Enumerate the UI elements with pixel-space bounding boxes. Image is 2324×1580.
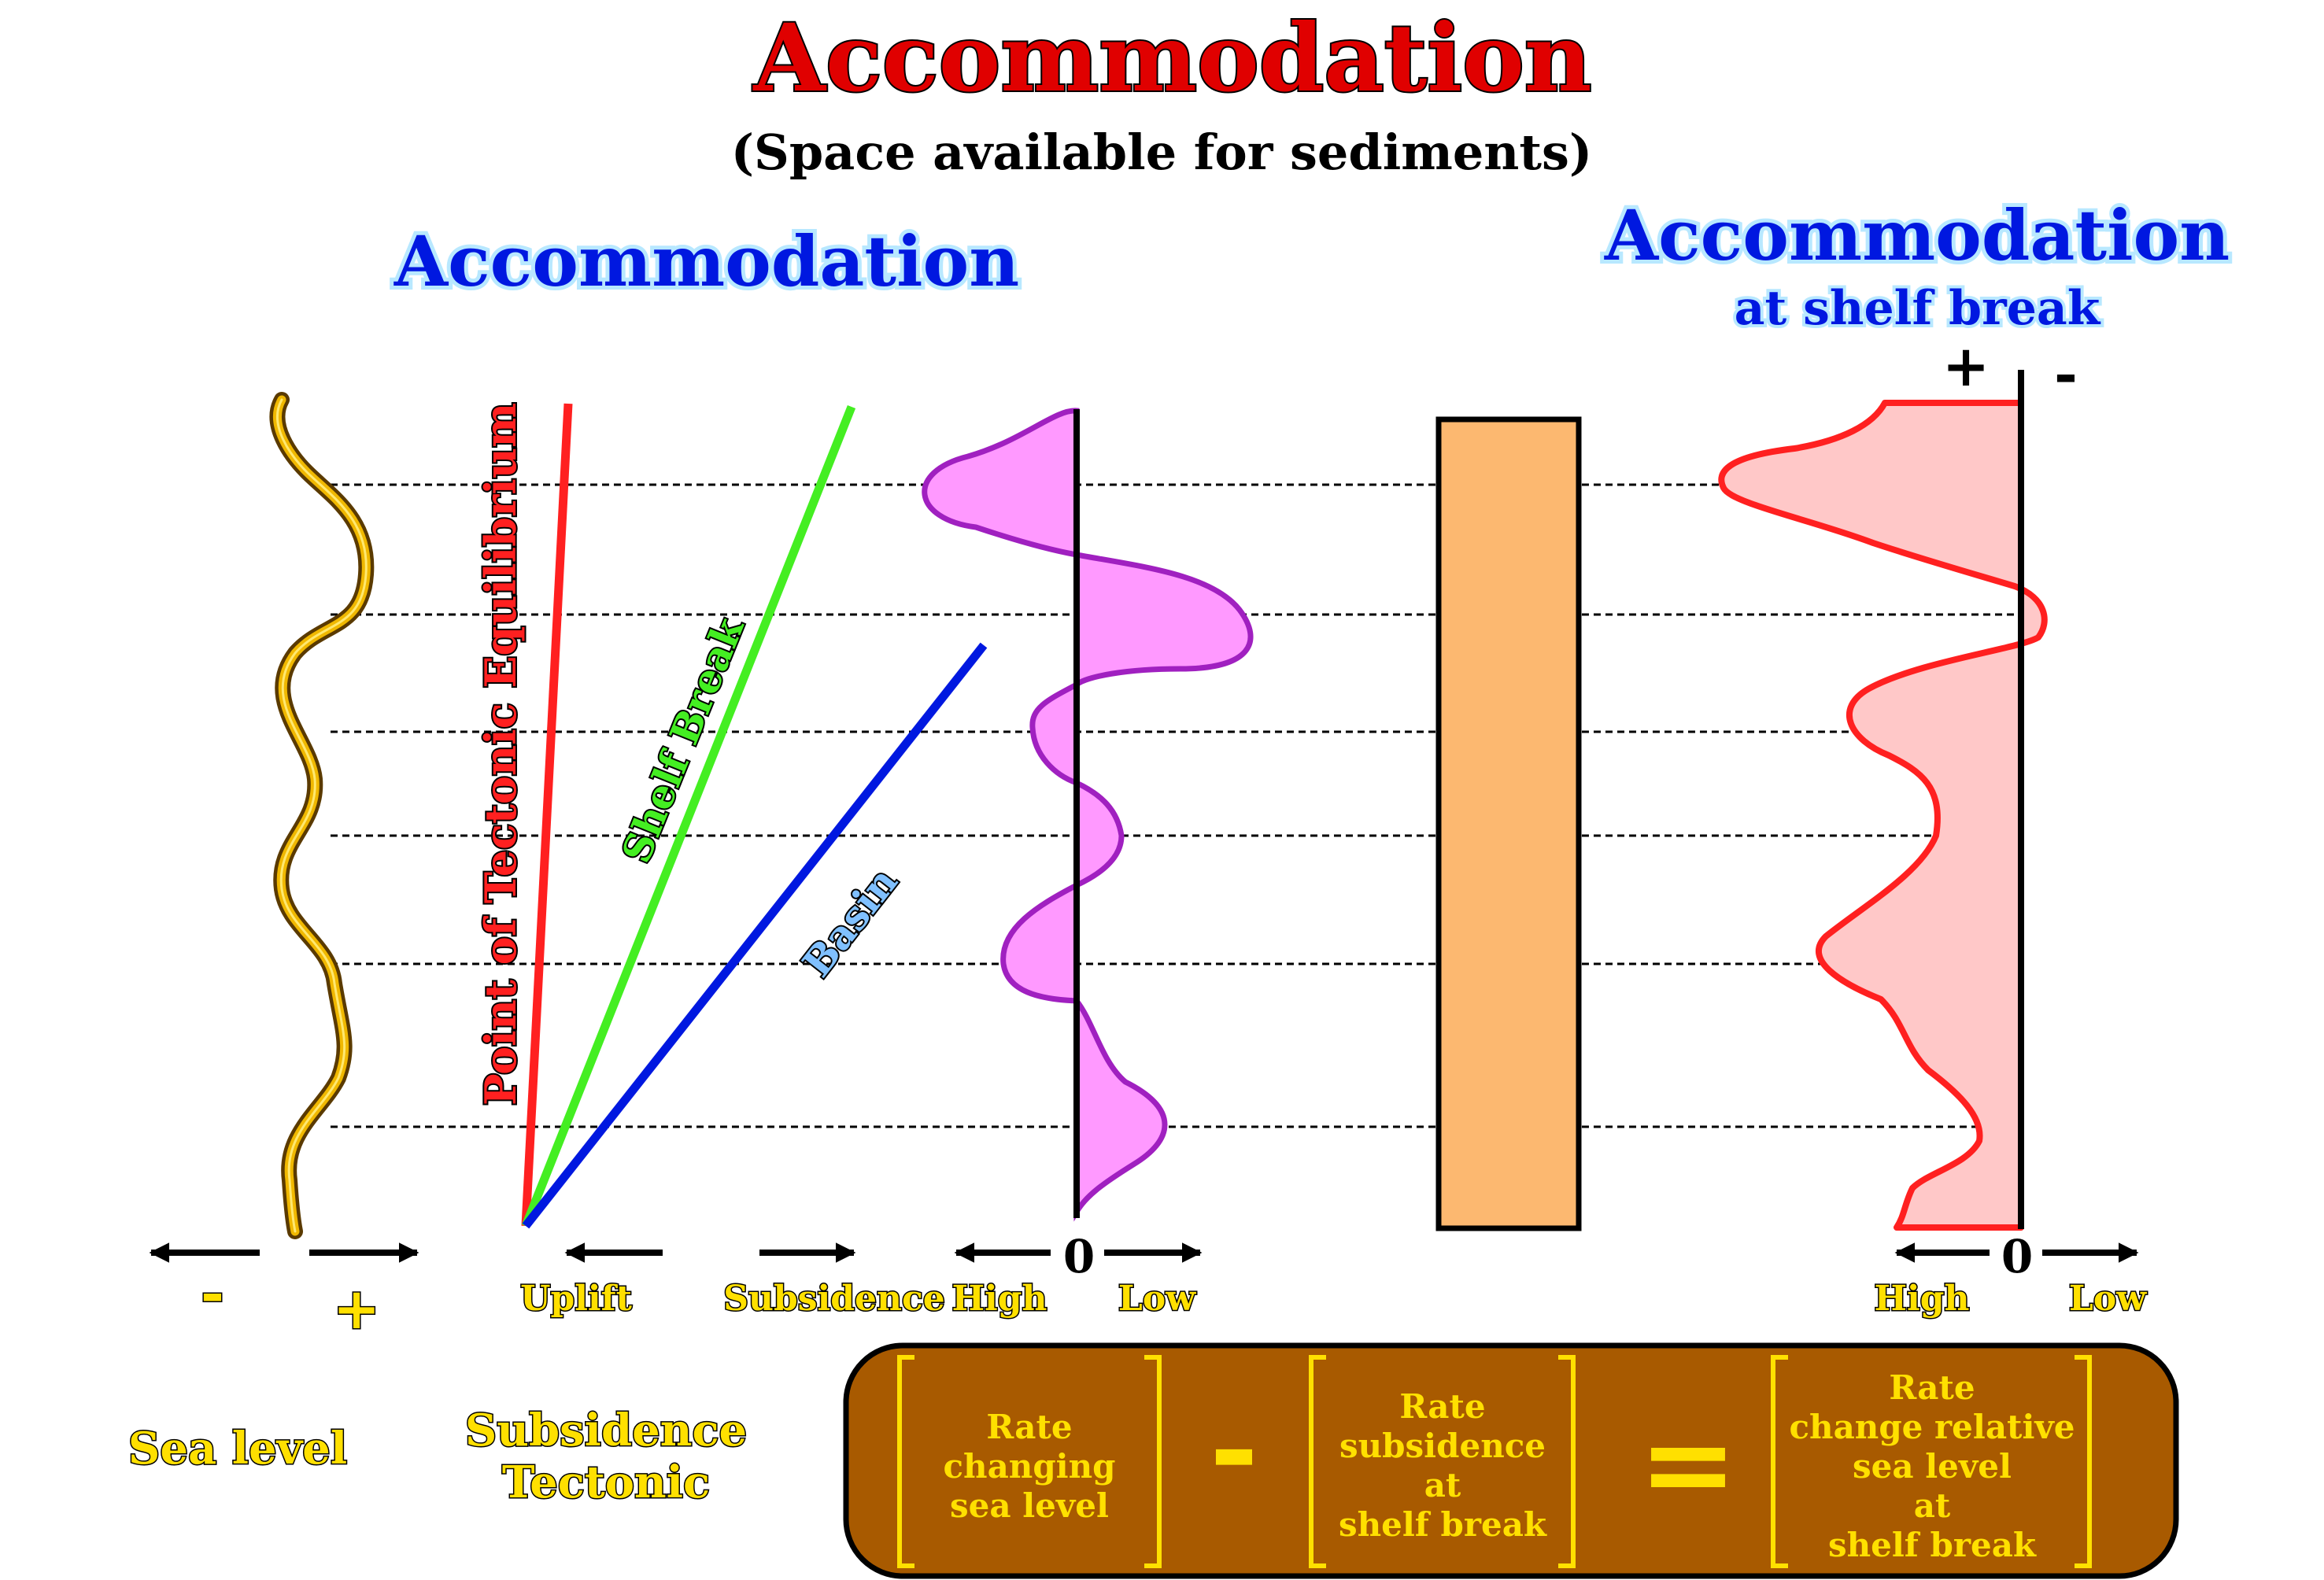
term2-line2: subsidence <box>1339 1427 1546 1465</box>
uplift-label: Uplift <box>520 1279 632 1319</box>
high-label: High <box>951 1279 1047 1319</box>
term2-line3: at <box>1424 1466 1461 1504</box>
tectonic-equilibrium-line <box>521 403 573 1227</box>
accommodation-curve <box>922 408 1254 1222</box>
low-right-label: Low <box>2069 1279 2147 1319</box>
plus-top-label: + <box>1942 332 1990 399</box>
term3-line5: shelf break <box>1828 1526 2037 1564</box>
main-title: Accommodation <box>752 3 1591 113</box>
term1-left-bracket <box>897 1355 914 1568</box>
term3-line4: at <box>1914 1486 1951 1525</box>
zero-right-label: 0 <box>2001 1230 2033 1283</box>
minus-operator: - <box>1210 1379 1258 1517</box>
term3-line1: Rate <box>1889 1368 1975 1407</box>
term1-line3: sea level <box>950 1486 1109 1525</box>
term2-line1: Rate <box>1399 1387 1485 1426</box>
shelf-break-accommodation-curve <box>1718 370 2048 1231</box>
tectonic-equilibrium-label: Point of Tectonic Equilibrium <box>475 403 526 1106</box>
equals-operator: = <box>1639 1394 1738 1533</box>
term3-line3: sea level <box>1853 1447 2012 1486</box>
term3-left-bracket <box>1771 1355 1788 1568</box>
zero-label: 0 <box>1063 1230 1095 1283</box>
right-heading: Accommodation <box>1604 194 2230 276</box>
term3-line2: change relative <box>1789 1408 2075 1446</box>
term2-left-bracket <box>1309 1355 1326 1568</box>
shelf-break-line <box>521 404 856 1228</box>
left-heading: Accommodation <box>393 220 1019 302</box>
subsidence-label-line1: Subsidence <box>465 1405 747 1456</box>
subsidence-axis-label: Subsidence <box>723 1279 945 1319</box>
right-subheading: at shelf break <box>1735 281 2101 336</box>
term2-line4: shelf break <box>1339 1505 1547 1544</box>
subsidence-label-line2: Tectonic <box>502 1456 710 1508</box>
sediment-column <box>1435 416 1582 1231</box>
minus-top-label: - <box>2054 340 2078 407</box>
sea-level-plus-label: + <box>333 1275 380 1342</box>
equation-box: Rate changing sea level Rate subsidence … <box>843 1342 2179 1579</box>
sea-level-curve <box>269 392 375 1239</box>
term2-right-bracket <box>1558 1355 1576 1568</box>
sea-level-label: Sea level <box>128 1423 347 1475</box>
sea-level-minus-label: - <box>201 1259 224 1326</box>
basin-label: Basin <box>793 858 907 985</box>
term3-right-bracket <box>2075 1355 2092 1568</box>
term1-line2: changing <box>943 1447 1115 1486</box>
subtitle: (Space available for sediments) <box>731 124 1593 181</box>
term1-line1: Rate <box>986 1408 1072 1446</box>
basin-line <box>522 642 988 1229</box>
high-right-label: High <box>1874 1279 1969 1319</box>
low-label: Low <box>1118 1279 1196 1319</box>
term1-right-bracket <box>1144 1355 1162 1568</box>
